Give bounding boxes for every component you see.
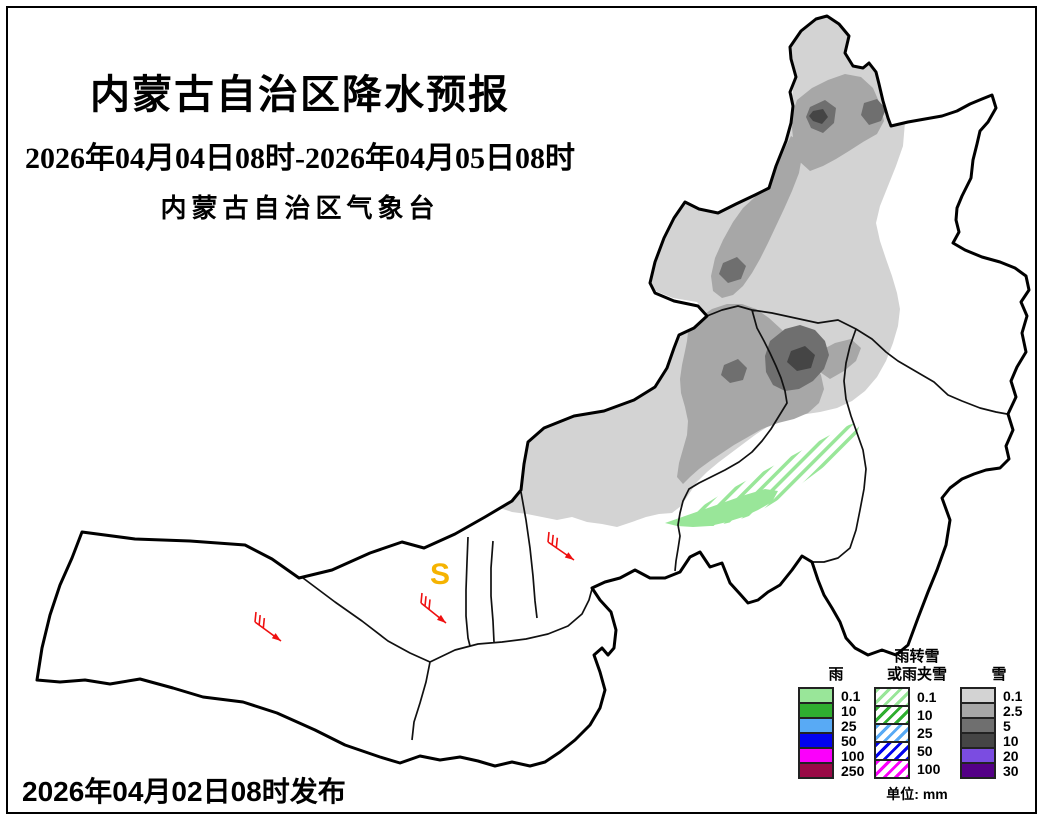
legend-value: 25	[917, 725, 933, 741]
sleet-area-0p1	[678, 421, 861, 526]
legend-header-sleet-line1: 雨转雪	[894, 648, 940, 665]
legend-row: 10	[874, 705, 960, 725]
legend-row: 100	[874, 759, 960, 779]
map-header: 内蒙古自治区降水预报 2026年04月04日08时-2026年04月05日08时…	[10, 62, 590, 225]
legend-rows-rain: 0.1 10 25 50 100 250	[798, 687, 874, 779]
legend-header-rain-label: 雨	[828, 666, 844, 683]
legend-swatch	[960, 762, 996, 779]
wind-barb-icon	[254, 611, 282, 642]
legend-value: 50	[841, 732, 857, 749]
legend-header-sleet-line2: 或雨夹雪	[886, 666, 947, 683]
legend-swatch	[874, 759, 910, 779]
legend-row: 10	[960, 732, 1038, 749]
legend-value: 2.5	[1003, 702, 1023, 719]
legend-swatch	[874, 687, 910, 707]
legend-header-sleet: 雨转雪 或雨夹雪	[874, 642, 960, 687]
legend-row: 25	[798, 717, 874, 734]
legend-row: 100	[798, 747, 874, 764]
legend-column-snow: 雪 0.1 2.5 5 10 20 30	[960, 642, 1038, 804]
legend-swatch	[874, 741, 910, 761]
rain-area-0p1	[665, 489, 778, 527]
legend-value: 100	[841, 747, 865, 764]
legend-rows-snow: 0.1 2.5 5 10 20 30	[960, 687, 1038, 779]
legend-rows-sleet: 0.1 10 25 50 100	[874, 687, 960, 779]
legend-value: 50	[917, 743, 933, 759]
legend-swatch	[874, 723, 910, 743]
legend-value: 30	[1003, 762, 1019, 779]
legend-header-snow-label: 雪	[991, 666, 1007, 683]
legend-value: 0.1	[841, 687, 861, 704]
legend-row: 250	[798, 762, 874, 779]
legend-value: 10	[917, 707, 933, 723]
legend-header-snow: 雪	[960, 642, 1038, 687]
legend-swatch	[798, 762, 834, 779]
precipitation-layers	[452, 16, 905, 527]
page-title: 内蒙古自治区降水预报	[90, 73, 510, 117]
legend-value: 20	[1003, 747, 1019, 764]
legend-value: 0.1	[917, 689, 937, 705]
legend-value: 5	[1003, 717, 1011, 734]
forecast-period: 2026年04月04日08时-2026年04月05日08时	[25, 142, 575, 175]
issuing-agency: 内蒙古自治区气象台	[160, 194, 440, 223]
legend-row: 50	[874, 741, 960, 761]
legend-swatch	[874, 705, 910, 725]
legend-value: 0.1	[1003, 687, 1023, 704]
legend-value: 100	[917, 761, 941, 777]
legend-value: 10	[841, 702, 857, 719]
legend-column-rain: 雨 0.1 10 25 50 100 250	[798, 642, 874, 804]
legend-column-sleet: 雨转雪 或雨夹雪 0.1 10 25 50 100 单位: mm	[874, 642, 960, 804]
legend-value: 25	[841, 717, 857, 734]
wind-barb-icon	[420, 592, 447, 624]
legend-value: 250	[841, 762, 865, 779]
snow-area-5	[719, 99, 886, 391]
sandstorm-symbol: S	[430, 558, 450, 591]
legend-value: 10	[1003, 732, 1019, 749]
legend-row: 25	[874, 723, 960, 743]
legend-row: 0.1	[798, 687, 874, 704]
map-legend: 雨 0.1 10 25 50 100 250 雨转雪 或雨夹雪 0.1 10 25 50 100 …	[798, 642, 1038, 804]
wind-barb-icon	[547, 531, 575, 561]
province-outline	[35, 14, 1031, 768]
legend-unit-label: 单位: mm	[886, 786, 948, 802]
issue-time: 2026年04月02日08时发布	[22, 776, 346, 807]
legend-header-rain: 雨	[798, 642, 874, 687]
legend-row: 0.1	[874, 687, 960, 707]
league-borders	[302, 305, 1008, 741]
weather-symbols: S	[254, 531, 575, 642]
legend-row: 30	[960, 762, 1038, 779]
